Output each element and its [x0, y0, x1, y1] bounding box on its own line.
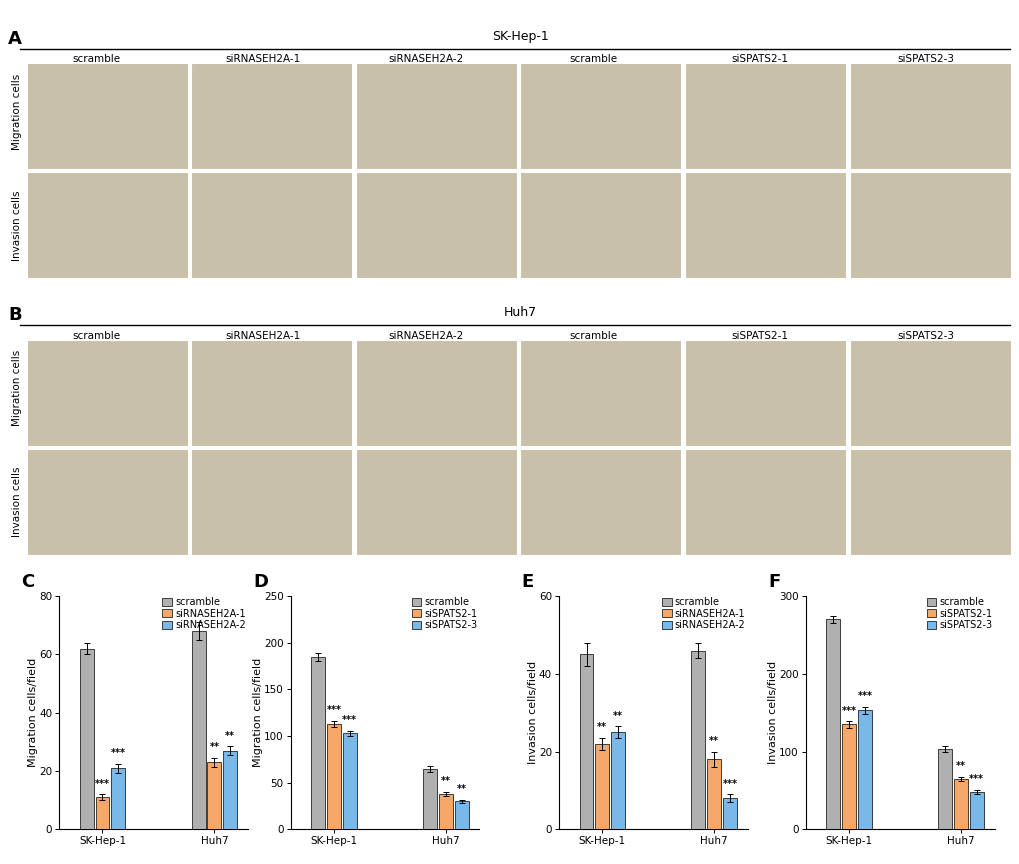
Bar: [937, 749, 952, 829]
Y-axis label: Migration cells/field: Migration cells/field: [253, 658, 262, 767]
Text: **: **: [955, 760, 965, 771]
Text: Huh7: Huh7: [503, 306, 536, 319]
Text: ***: ***: [841, 706, 856, 715]
Bar: [610, 733, 625, 829]
Bar: [520, 63, 682, 170]
Y-axis label: Migration cells/field: Migration cells/field: [28, 658, 38, 767]
Legend: scramble, siRNASEH2A-1, siRNASEH2A-2: scramble, siRNASEH2A-1, siRNASEH2A-2: [660, 596, 746, 632]
Bar: [706, 759, 720, 829]
Bar: [79, 649, 94, 829]
Y-axis label: Invasion cells/field: Invasion cells/field: [527, 661, 537, 765]
Bar: [969, 792, 982, 829]
Text: C: C: [21, 573, 35, 591]
Text: ***: ***: [111, 748, 125, 758]
Text: siSPATS2-1: siSPATS2-1: [731, 331, 788, 340]
Bar: [849, 63, 1011, 170]
Bar: [520, 340, 682, 447]
Text: ***: ***: [721, 778, 737, 789]
Text: ***: ***: [342, 715, 357, 725]
Bar: [192, 340, 353, 447]
Text: **: **: [209, 742, 219, 753]
Bar: [192, 172, 353, 279]
Text: siRNASEH2A-2: siRNASEH2A-2: [388, 54, 464, 64]
Bar: [953, 779, 967, 829]
Text: scramble: scramble: [72, 331, 121, 340]
Legend: scramble, siSPATS2-1, siSPATS2-3: scramble, siSPATS2-1, siSPATS2-3: [925, 596, 993, 632]
Bar: [685, 172, 846, 279]
Bar: [356, 172, 518, 279]
Bar: [685, 448, 846, 556]
Bar: [96, 797, 109, 829]
Bar: [857, 710, 871, 829]
Text: A: A: [8, 29, 22, 48]
Text: F: F: [767, 573, 780, 591]
Text: Invasion cells: Invasion cells: [12, 190, 22, 261]
Bar: [26, 448, 189, 556]
Bar: [842, 724, 855, 829]
Text: SK-Hep-1: SK-Hep-1: [491, 29, 548, 42]
Text: scramble: scramble: [72, 54, 121, 64]
Bar: [520, 448, 682, 556]
Text: ***: ***: [95, 778, 110, 789]
Text: siSPATS2-1: siSPATS2-1: [731, 54, 788, 64]
Text: scramble: scramble: [569, 331, 618, 340]
Bar: [327, 724, 340, 829]
Text: E: E: [521, 573, 533, 591]
Bar: [192, 63, 353, 170]
Bar: [520, 172, 682, 279]
Bar: [722, 798, 736, 829]
Bar: [192, 631, 206, 829]
Text: **: **: [457, 784, 467, 794]
Text: **: **: [440, 776, 450, 786]
Bar: [849, 172, 1011, 279]
Bar: [849, 340, 1011, 447]
Y-axis label: Invasion cells/field: Invasion cells/field: [767, 661, 777, 765]
Text: **: **: [225, 730, 235, 740]
Bar: [691, 651, 705, 829]
Bar: [685, 63, 846, 170]
Bar: [849, 448, 1011, 556]
Text: scramble: scramble: [569, 54, 618, 64]
Bar: [579, 655, 593, 829]
Text: siRNASEH2A-1: siRNASEH2A-1: [225, 54, 301, 64]
Bar: [207, 762, 221, 829]
Bar: [26, 340, 189, 447]
Text: B: B: [8, 306, 21, 324]
Bar: [26, 172, 189, 279]
Text: Migration cells: Migration cells: [12, 73, 22, 149]
Legend: scramble, siRNASEH2A-1, siRNASEH2A-2: scramble, siRNASEH2A-1, siRNASEH2A-2: [161, 596, 247, 632]
Text: siSPATS2-3: siSPATS2-3: [897, 54, 954, 64]
Bar: [111, 768, 125, 829]
Bar: [356, 63, 518, 170]
Bar: [595, 744, 608, 829]
Text: **: **: [708, 736, 718, 746]
Text: **: **: [597, 722, 606, 733]
Bar: [26, 63, 189, 170]
Bar: [311, 657, 325, 829]
Bar: [454, 802, 468, 829]
Text: ***: ***: [326, 705, 341, 715]
Bar: [825, 619, 840, 829]
Bar: [223, 751, 236, 829]
Bar: [342, 734, 357, 829]
Text: ***: ***: [968, 774, 983, 784]
Bar: [192, 448, 353, 556]
Text: siRNASEH2A-1: siRNASEH2A-1: [225, 331, 301, 340]
Text: D: D: [253, 573, 268, 591]
Bar: [356, 340, 518, 447]
Text: Migration cells: Migration cells: [12, 350, 22, 426]
Legend: scramble, siSPATS2-1, siSPATS2-3: scramble, siSPATS2-1, siSPATS2-3: [411, 596, 478, 632]
Text: Invasion cells: Invasion cells: [12, 467, 22, 537]
Bar: [356, 448, 518, 556]
Text: siRNASEH2A-2: siRNASEH2A-2: [388, 331, 464, 340]
Text: ***: ***: [857, 690, 871, 701]
Bar: [423, 769, 437, 829]
Text: siSPATS2-3: siSPATS2-3: [897, 331, 954, 340]
Bar: [685, 340, 846, 447]
Bar: [438, 794, 452, 829]
Text: **: **: [612, 710, 623, 721]
